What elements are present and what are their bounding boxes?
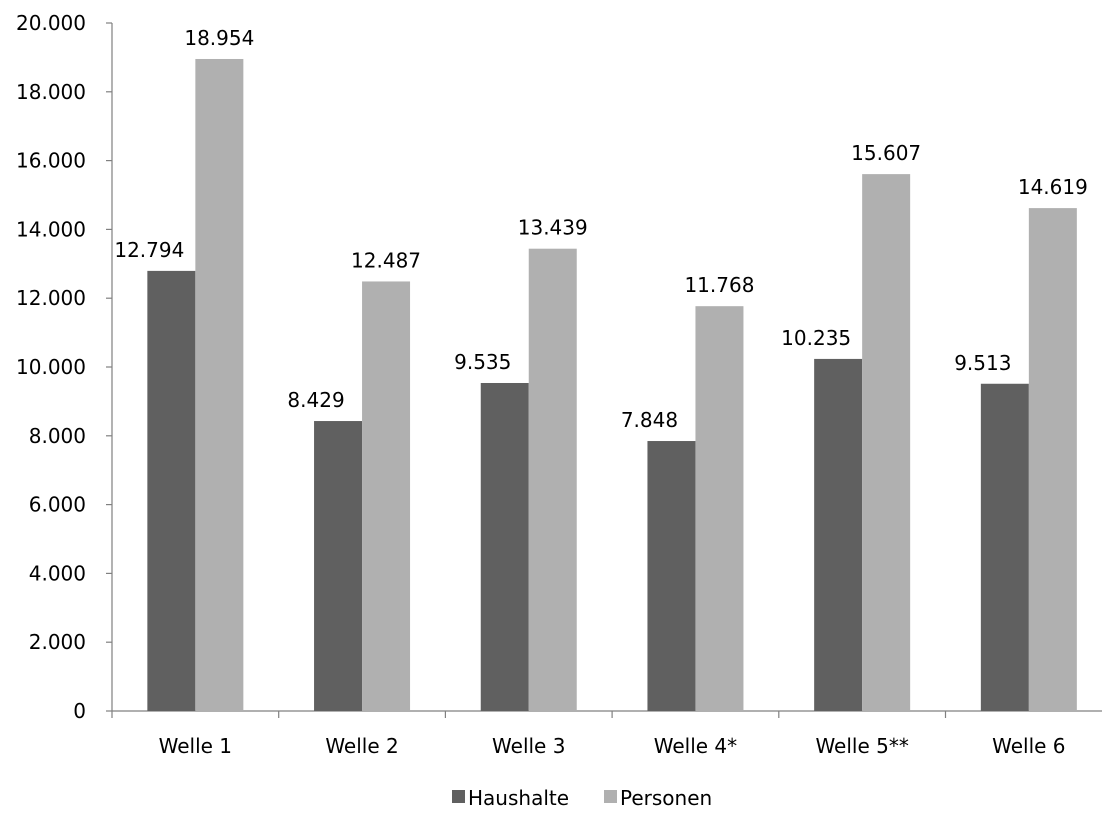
data-label-personen: 13.439 <box>518 216 588 240</box>
y-tick-label: 10.000 <box>16 355 86 379</box>
y-tick-label: 20.000 <box>16 11 86 35</box>
y-tick-label: 6.000 <box>29 493 86 517</box>
y-tick-label: 4.000 <box>29 561 86 585</box>
data-label-personen: 18.954 <box>184 26 254 50</box>
bars <box>147 58 1077 712</box>
legend-swatch-personen <box>604 790 617 803</box>
legend-label-haushalte: Haushalte <box>468 786 569 810</box>
bar-personen <box>1028 208 1077 712</box>
bar-haushalte <box>814 358 863 711</box>
legend-swatch-haushalte <box>452 790 465 803</box>
data-label-haushalte: 12.794 <box>114 238 184 262</box>
data-label-haushalte: 7.848 <box>621 408 678 432</box>
x-tick-label: Welle 6 <box>992 734 1065 758</box>
data-label-personen: 15.607 <box>851 141 921 165</box>
x-tick-label: Welle 4* <box>654 734 737 758</box>
bar-personen <box>362 281 411 711</box>
bar-haushalte <box>314 421 363 711</box>
data-label-personen: 14.619 <box>1018 175 1088 199</box>
data-label-personen: 11.768 <box>684 273 754 297</box>
y-tick-label: 0 <box>73 699 86 723</box>
y-tick-label: 18.000 <box>16 80 86 104</box>
bar-personen <box>862 174 911 711</box>
y-tick-label: 8.000 <box>29 424 86 448</box>
y-tick-label: 16.000 <box>16 149 86 173</box>
bar-haushalte <box>147 270 196 711</box>
data-label-haushalte: 9.513 <box>954 351 1011 375</box>
y-axis: 0 2.000 4.000 6.000 8.000 10.000 12.000 14.000 1… <box>16 11 113 723</box>
x-tick-label: Welle 1 <box>159 734 232 758</box>
data-label-haushalte: 10.235 <box>781 326 851 350</box>
bar-haushalte <box>980 383 1029 711</box>
data-label-haushalte: 8.429 <box>287 388 344 412</box>
bar-personen <box>195 58 244 711</box>
bar-personen <box>695 306 744 711</box>
data-label-personen: 12.487 <box>351 248 421 272</box>
y-tick-label: 12.000 <box>16 286 86 310</box>
legend-label-personen: Personen <box>620 786 712 810</box>
bar-haushalte <box>647 441 696 711</box>
x-tick-label: Welle 5** <box>815 734 908 758</box>
legend: Haushalte Personen <box>452 786 712 810</box>
bar-personen <box>528 248 577 711</box>
x-tick-label: Welle 2 <box>325 734 398 758</box>
x-tick-label: Welle 3 <box>492 734 565 758</box>
data-label-haushalte: 9.535 <box>454 350 511 374</box>
data-labels: 12.794 18.954 8.429 12.487 9.535 13.439 7.848 1… <box>114 26 1087 432</box>
bar-haushalte <box>480 382 529 711</box>
x-axis: Welle 1 Welle 2 Welle 3 Welle 4* Welle 5** We… <box>111 710 1102 758</box>
y-tick-label: 14.000 <box>16 217 86 241</box>
y-tick-label: 2.000 <box>29 630 86 654</box>
